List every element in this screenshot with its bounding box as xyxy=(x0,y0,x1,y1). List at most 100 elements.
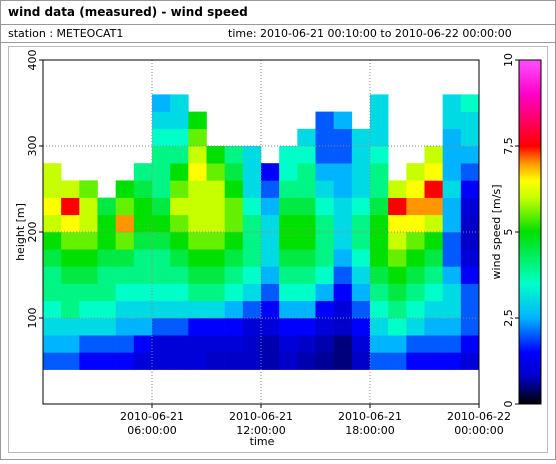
heat-cell xyxy=(297,232,316,250)
heat-cell xyxy=(279,283,298,302)
heat-cell xyxy=(315,180,334,198)
heat-cell xyxy=(424,266,443,284)
heat-cell xyxy=(315,352,334,370)
heat-cell xyxy=(188,352,207,370)
heat-cell xyxy=(170,335,189,353)
station: station : METEOCAT1 xyxy=(8,27,123,40)
heat-cell xyxy=(224,232,244,250)
heat-cell xyxy=(206,214,225,233)
heat-cell xyxy=(388,283,407,302)
heat-cell xyxy=(188,335,207,353)
heat-cell xyxy=(79,335,98,353)
heat-cell xyxy=(424,163,443,181)
colorbar-tick-label: 0 xyxy=(502,401,515,408)
heat-cell xyxy=(133,197,153,216)
y-tick-label: 100 xyxy=(26,308,39,329)
heat-cell xyxy=(460,146,480,164)
heat-cell xyxy=(152,180,171,198)
heat-cell xyxy=(460,352,480,370)
heat-cell xyxy=(61,197,80,216)
heat-cell xyxy=(115,180,135,198)
heat-cell xyxy=(43,214,62,233)
heat-cell xyxy=(460,111,480,130)
heat-cell xyxy=(206,266,225,284)
heat-cell xyxy=(370,111,389,130)
heat-cell xyxy=(388,214,407,233)
heat-cell xyxy=(224,335,244,353)
heat-cell xyxy=(315,335,334,353)
heat-cell xyxy=(424,214,443,233)
heat-cell xyxy=(61,180,80,198)
heat-cell xyxy=(115,249,135,267)
heat-cell xyxy=(224,266,244,284)
heat-cell xyxy=(79,318,98,336)
heat-cell xyxy=(224,163,244,181)
heat-cell xyxy=(442,146,462,164)
heat-cell xyxy=(351,128,371,147)
heat-cell xyxy=(406,214,425,233)
heat-cell xyxy=(460,197,480,216)
heat-cell xyxy=(297,300,316,319)
heat-cell xyxy=(43,300,62,319)
heat-cell xyxy=(406,283,425,302)
heat-cell xyxy=(188,249,207,267)
heat-cell xyxy=(242,283,262,302)
heat-cell xyxy=(97,300,116,319)
heat-cell xyxy=(242,300,262,319)
heat-cell xyxy=(333,197,353,216)
heat-cell xyxy=(79,249,98,267)
heat-cell xyxy=(224,283,244,302)
heat-cell xyxy=(424,300,443,319)
heat-cell xyxy=(206,352,225,370)
heat-cell xyxy=(206,197,225,216)
heat-cell xyxy=(351,335,371,353)
heat-cell xyxy=(206,163,225,181)
heat-cell xyxy=(460,94,480,112)
heat-cell xyxy=(297,352,316,370)
heat-cell xyxy=(152,352,171,370)
heat-cell xyxy=(351,266,371,284)
heat-cell xyxy=(279,352,298,370)
heat-cell xyxy=(188,266,207,284)
heat-cell xyxy=(206,335,225,353)
heat-cell xyxy=(351,232,371,250)
heat-cell xyxy=(424,232,443,250)
heat-cell xyxy=(315,318,334,336)
heat-cell xyxy=(97,249,116,267)
heat-cell xyxy=(370,352,389,370)
heat-cell xyxy=(370,94,389,112)
heat-cell xyxy=(242,335,262,353)
heat-cell xyxy=(170,146,189,164)
heat-cell xyxy=(152,283,171,302)
heat-cell xyxy=(297,249,316,267)
chart-title: wind data (measured) - wind speed xyxy=(8,5,248,19)
heat-cell xyxy=(442,197,462,216)
heat-cell xyxy=(406,335,425,353)
heat-cell xyxy=(115,197,135,216)
heat-cell xyxy=(370,163,389,181)
heat-cell xyxy=(152,300,171,319)
heat-cell xyxy=(152,111,171,130)
heat-cell xyxy=(188,146,207,164)
heat-cell xyxy=(315,214,334,233)
heat-cell xyxy=(261,180,280,198)
heat-cell xyxy=(206,146,225,164)
heat-cell xyxy=(261,266,280,284)
heat-cell xyxy=(61,232,80,250)
heat-cell xyxy=(388,352,407,370)
heat-cell xyxy=(242,318,262,336)
colorbar-tick-label: 10 xyxy=(502,53,515,67)
heat-cell xyxy=(315,111,334,130)
heat-cell xyxy=(279,335,298,353)
heat-cell xyxy=(188,180,207,198)
heat-cell xyxy=(279,300,298,319)
heat-cell xyxy=(170,94,189,112)
heat-cell xyxy=(188,300,207,319)
heat-cell xyxy=(188,163,207,181)
heat-cell xyxy=(351,214,371,233)
heat-cell xyxy=(170,111,189,130)
heat-cell xyxy=(188,128,207,147)
heat-cell xyxy=(333,352,353,370)
heat-cell xyxy=(97,197,116,216)
heat-cell xyxy=(206,249,225,267)
